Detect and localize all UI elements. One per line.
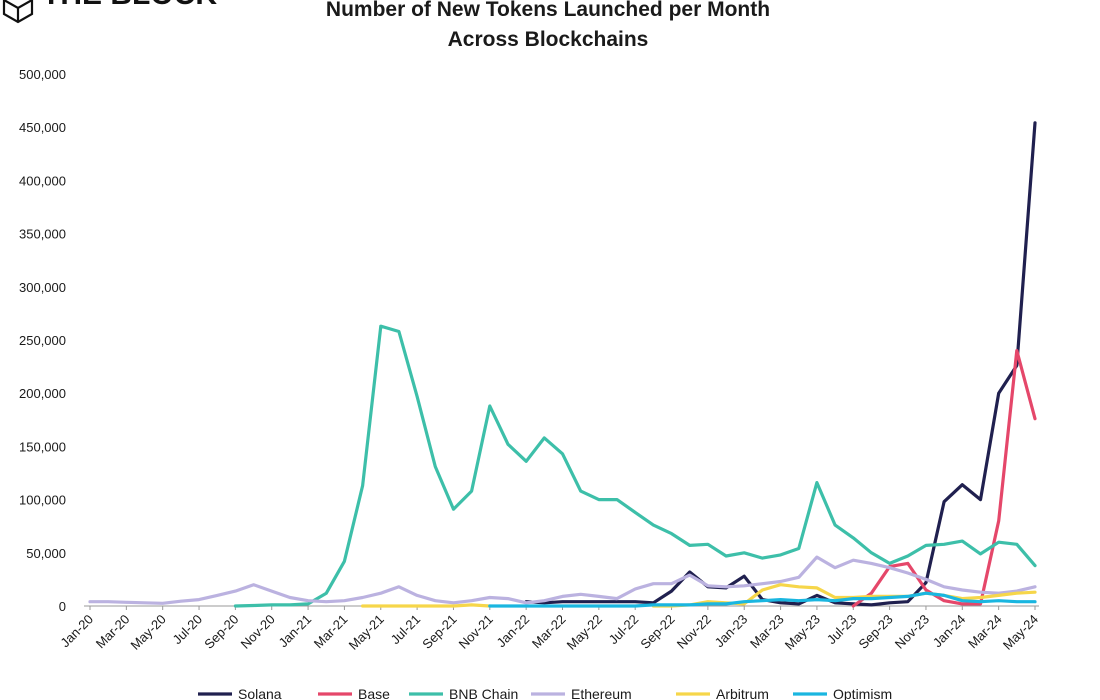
legend-item-base: Base [318,686,390,700]
y-tick-label: 350,000 [19,227,66,242]
series-line-base [851,349,1037,608]
x-tick-label: Sep-23 [855,612,895,652]
series-lines [88,121,1037,608]
y-tick-label: 50,000 [26,546,66,561]
legend-label: Ethereum [571,686,632,700]
x-tick-label: Jul-22 [606,612,642,648]
series-line-bnb-chain [233,324,1037,608]
x-tick-label: Sep-21 [419,612,459,652]
x-tick-label: Nov-20 [238,612,278,652]
x-tick-label: May-24 [1000,612,1041,653]
y-tick-label: 300,000 [19,280,66,295]
legend-label: BNB Chain [449,686,518,700]
legend-item-optimism: Optimism [793,686,892,700]
y-tick-label: 400,000 [19,173,66,188]
x-tick-label: Nov-21 [456,612,496,652]
block-logo-icon [2,0,34,24]
x-tick-label: Mar-23 [747,612,787,652]
legend-label: Solana [238,686,282,700]
x-tick-label: Jul-23 [824,612,860,648]
x-tick-label: Jan-24 [930,612,969,651]
series-line-optimism [488,591,1037,608]
x-tick-label: Mar-20 [93,612,133,652]
x-tick-label: Jan-23 [712,612,751,651]
x-tick-label: Jul-21 [388,612,424,648]
y-tick-label: 250,000 [19,333,66,348]
x-tick-label: Mar-21 [311,612,351,652]
chart-title-line-2: Across Blockchains [448,28,649,51]
series-line-arbitrum [361,583,1037,608]
x-tick-label: Jan-20 [57,612,96,651]
legend-item-solana: Solana [198,686,282,700]
y-tick-label: 500,000 [19,67,66,82]
y-tick-label: 150,000 [19,439,66,454]
x-tick-label: Jan-22 [494,612,533,651]
x-tick-label: Sep-20 [201,612,241,652]
x-tick-label: May-23 [782,612,823,653]
x-tick-label: May-21 [346,612,387,653]
legend-label: Base [358,686,390,700]
x-tick-label: Jul-20 [170,612,206,648]
y-tick-label: 100,000 [19,493,66,508]
x-tick-label: May-22 [564,612,605,653]
y-tick-label: 0 [59,599,66,614]
legend-item-arbitrum: Arbitrum [676,686,769,700]
y-tick-label: 450,000 [19,120,66,135]
legend: Solana Base BNB Chain Ethereum Arbitrum Optim… [198,686,892,700]
x-tick-label: Jan-21 [275,612,314,651]
x-tick-label: Sep-22 [637,612,677,652]
y-axis-ticks: 0 50,000 100,000 150,000 200,000 250,000 300,0… [19,67,66,614]
legend-item-bnb-chain: BNB Chain [409,686,518,700]
x-tick-label: Mar-22 [529,612,569,652]
x-tick-label: Mar-24 [965,612,1005,652]
series-line-solana [524,121,1037,607]
logo-text: THE BLOCK [42,0,217,11]
x-tick-label: Nov-22 [674,612,714,652]
y-tick-label: 200,000 [19,386,66,401]
series-line-ethereum [88,555,1037,605]
x-tick-label: Nov-23 [892,612,932,652]
legend-label: Arbitrum [716,686,769,700]
chart-title-line-1: Number of New Tokens Launched per Month [326,0,770,21]
legend-label: Optimism [833,686,892,700]
x-tick-label: May-20 [128,612,169,653]
legend-item-ethereum: Ethereum [531,686,632,700]
logo: THE BLOCK [2,0,217,24]
